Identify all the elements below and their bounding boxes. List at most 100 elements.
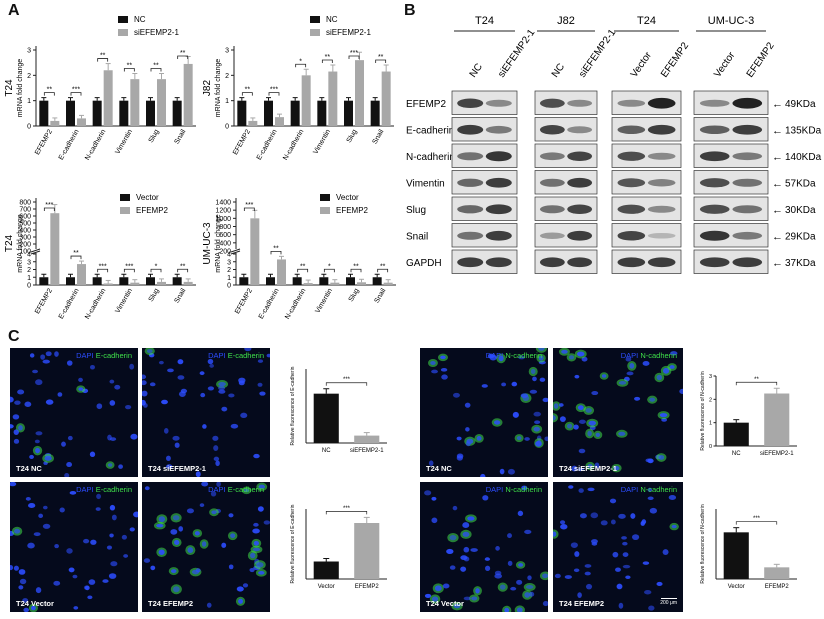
significance-bracket xyxy=(150,68,162,72)
nucleus xyxy=(96,493,102,500)
bar xyxy=(372,277,382,285)
nucleus xyxy=(170,569,177,574)
axis-break-mark xyxy=(230,248,241,253)
nucleus xyxy=(590,512,599,519)
blot-size-label: 49KDa xyxy=(785,99,816,110)
blot-band xyxy=(485,125,512,134)
significance-label: ** xyxy=(273,245,279,252)
nucleus xyxy=(24,401,32,407)
significance-label: ** xyxy=(300,263,306,270)
nucleus xyxy=(201,541,207,547)
nucleus xyxy=(542,397,548,403)
blot-band xyxy=(732,231,763,240)
nucleus xyxy=(142,390,148,397)
nucleus xyxy=(553,415,556,421)
blot-band xyxy=(647,97,676,109)
y-axis-cell-line: T24 xyxy=(4,234,15,252)
nucleus xyxy=(588,420,596,426)
nucleus xyxy=(621,536,627,540)
dapi-label: DAPI xyxy=(208,351,226,360)
nucleus xyxy=(156,523,164,528)
blot-lane-label: NC xyxy=(468,62,485,80)
nucleus xyxy=(19,578,27,585)
blot-band xyxy=(539,125,565,135)
significance-bracket xyxy=(70,92,82,96)
nucleus xyxy=(158,549,165,555)
significance-bracket xyxy=(295,63,307,68)
stain-label: DAPI N-cadherin xyxy=(486,351,542,360)
significance-bracket xyxy=(375,59,387,63)
x-tick-label: E-cadherin xyxy=(58,128,81,160)
nucleus xyxy=(480,473,486,477)
nucleus xyxy=(215,460,220,467)
significance-bracket xyxy=(270,250,282,255)
nucleus xyxy=(626,371,634,376)
nucleus xyxy=(616,583,623,590)
nucleus xyxy=(571,465,578,472)
blot-band xyxy=(699,125,730,135)
nucleus xyxy=(568,485,574,489)
nucleus xyxy=(449,534,457,541)
nucleus xyxy=(532,376,537,382)
nucleus xyxy=(218,385,226,391)
blot-band xyxy=(539,205,565,214)
bar xyxy=(764,393,790,446)
nucleus xyxy=(530,368,536,375)
blot-arrow: ← xyxy=(772,125,783,137)
blot-band xyxy=(567,177,593,188)
stain-label: DAPI N-cadherin xyxy=(486,485,542,494)
nucleus xyxy=(236,586,244,592)
y-tick-label: 2 xyxy=(227,267,231,274)
x-tick-label: N-cadherin xyxy=(284,287,307,320)
y-tick-label: 1 xyxy=(225,98,229,105)
x-tick-label: EFEMP2 xyxy=(355,584,380,590)
nucleus xyxy=(263,520,270,525)
nucleus xyxy=(42,359,50,364)
significance-label: ** xyxy=(47,87,53,94)
nucleus xyxy=(671,524,677,529)
blot-band xyxy=(647,179,676,187)
nucleus xyxy=(476,435,482,441)
nucleus xyxy=(238,598,243,604)
bar xyxy=(355,60,364,127)
significance-bracket xyxy=(70,255,82,260)
significance-label: ** xyxy=(378,54,384,61)
y-tick-label: 700 xyxy=(19,207,31,214)
micrograph-caption: T24 siEFEMP2-1 xyxy=(148,464,206,473)
bar xyxy=(328,71,338,126)
blot-size-label: 29KDa xyxy=(785,231,816,242)
x-tick-label: Vimentin xyxy=(312,128,332,155)
y-tick-label: 800 xyxy=(219,224,231,231)
stain-label: DAPI E-cadherin xyxy=(208,485,264,494)
significance-label: ** xyxy=(180,50,186,57)
blot-strip xyxy=(534,249,598,274)
stain-label: DAPI E-cadherin xyxy=(76,485,132,494)
marker-label: E-cadherin xyxy=(227,351,264,360)
nucleus xyxy=(601,374,607,378)
significance-bracket xyxy=(177,55,189,59)
bar xyxy=(354,435,380,443)
blot-band xyxy=(732,205,763,214)
micrograph-t24-si-ncad: DAPI N-cadherin T24 siEFEMP2-1 xyxy=(553,348,683,477)
significance-label: ** xyxy=(325,54,331,61)
micrograph-t24-vector-ncad: DAPI N-cadherin T24 Vector xyxy=(420,482,548,612)
significance-label: ** xyxy=(245,87,251,94)
micrograph-t24-efemp2-ecad: DAPI E-cadherin T24 EFEMP2 xyxy=(142,482,270,612)
nucleus xyxy=(257,359,264,363)
blot-strip xyxy=(693,249,769,274)
micrograph-t24-vector-ecad: DAPI E-cadherin T24 Vector xyxy=(10,482,138,612)
bar xyxy=(248,120,258,126)
nucleus xyxy=(542,601,548,607)
blot-strip xyxy=(451,143,518,168)
blot-band xyxy=(539,152,565,161)
nucleus xyxy=(244,348,252,352)
y-tick-label: 3 xyxy=(227,259,231,266)
blot-band xyxy=(567,99,593,107)
legend-label: NC xyxy=(134,15,146,24)
bar xyxy=(370,100,380,126)
micrograph-t24-nc-ncad: DAPI N-cadherin T24 NC xyxy=(420,348,548,477)
significance-bracket xyxy=(177,268,189,273)
cell-field xyxy=(10,351,138,477)
x-tick-label: E-cadherin xyxy=(258,287,281,320)
y-tick-label: 0 xyxy=(225,124,229,131)
